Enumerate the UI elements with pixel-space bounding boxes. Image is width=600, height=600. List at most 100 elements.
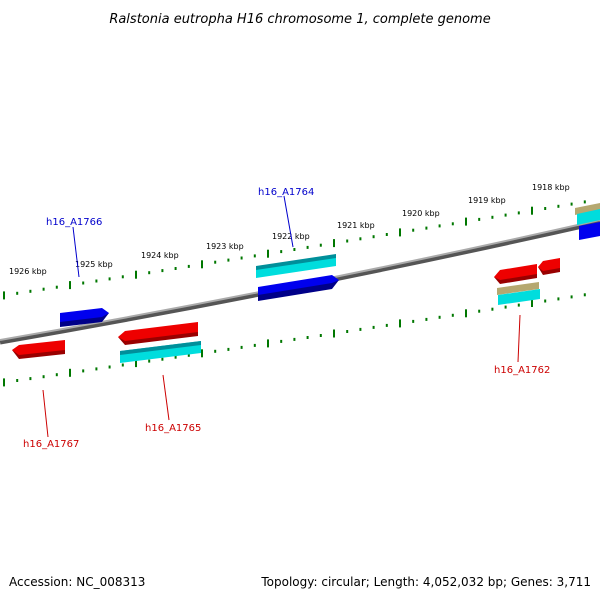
outer-major-tick — [3, 291, 5, 300]
inner-major-tick — [69, 368, 71, 377]
outer-major-tick — [135, 270, 137, 279]
gene-label-h16_A1765[interactable]: h16_A1765 — [145, 423, 201, 434]
gene-label-h16_A1767[interactable]: h16_A1767 — [23, 439, 79, 450]
gene-label-h16_A1764[interactable]: h16_A1764 — [258, 187, 314, 198]
inner-minor-tick — [42, 375, 45, 379]
inner-major-tick — [465, 309, 467, 318]
inner-minor-tick — [570, 295, 573, 299]
tick-label-1920: 1920 kbp — [402, 209, 440, 218]
outer-major-tick — [69, 281, 71, 290]
inner-major-tick — [333, 329, 335, 338]
inner-minor-tick — [148, 359, 151, 363]
outer-minor-tick — [29, 289, 32, 293]
outer-minor-tick — [227, 258, 230, 262]
inner-minor-tick — [425, 317, 428, 321]
inner-minor-tick — [95, 367, 98, 371]
inner-minor-tick — [557, 297, 560, 301]
outer-minor-tick — [319, 243, 322, 247]
inner-minor-tick — [346, 330, 349, 333]
outer-minor-tick — [385, 233, 388, 236]
outer-major-tick — [465, 217, 467, 226]
leader-h16_A1766 — [72, 226, 80, 278]
outer-minor-tick — [187, 264, 190, 268]
inner-minor-tick — [306, 336, 309, 339]
leader-h16_A1767 — [42, 389, 49, 438]
outer-minor-tick — [240, 256, 243, 260]
inner-minor-tick — [504, 305, 507, 309]
outer-minor-tick — [425, 226, 428, 230]
inner-major-tick — [3, 378, 5, 387]
outer-minor-tick — [491, 215, 494, 219]
inner-minor-tick — [385, 323, 388, 327]
inner-minor-tick — [319, 334, 322, 337]
gene-h16_A1764-feature[interactable] — [256, 254, 339, 301]
gene-label-h16_A1762[interactable]: h16_A1762 — [494, 365, 550, 376]
inner-minor-tick — [412, 319, 415, 323]
inner-minor-tick — [293, 337, 296, 341]
topology-text: Topology: circular; Length: 4,052,032 bp… — [260, 575, 591, 589]
outer-minor-tick — [214, 260, 217, 264]
inner-minor-tick — [108, 365, 111, 369]
inner-major-tick — [531, 299, 533, 307]
tick-label-1918: 1918 kbp — [532, 183, 570, 192]
outer-minor-tick — [253, 254, 256, 258]
inner-major-tick — [135, 359, 137, 368]
gene-label-h16_A1766[interactable]: h16_A1766 — [46, 217, 102, 228]
inner-minor-tick — [227, 347, 230, 351]
tick-label-1926: 1926 kbp — [9, 267, 47, 276]
gene-h16_A1767-feature[interactable] — [12, 340, 65, 359]
outer-major-tick — [201, 260, 203, 269]
gene-h16_A1765-feature[interactable] — [118, 322, 201, 363]
inner-minor-tick — [121, 363, 124, 367]
outer-minor-tick — [451, 222, 454, 226]
outer-minor-tick — [359, 237, 362, 241]
inner-minor-tick — [280, 339, 283, 343]
outer-minor-tick — [570, 202, 573, 206]
outer-minor-tick — [583, 200, 586, 204]
inner-minor-tick — [372, 325, 375, 329]
outer-minor-tick — [438, 224, 441, 228]
outer-minor-tick — [148, 271, 151, 275]
gene-small-reverse-feature[interactable] — [538, 258, 560, 275]
outer-minor-tick — [55, 285, 58, 289]
outer-major-tick — [531, 206, 533, 215]
inner-minor-tick — [544, 299, 547, 303]
outer-minor-tick — [280, 250, 283, 254]
outer-minor-tick — [478, 217, 481, 221]
tick-label-1923: 1923 kbp — [206, 242, 244, 251]
outer-minor-tick — [306, 245, 309, 249]
outer-minor-tick — [16, 291, 19, 295]
outer-major-tick — [267, 249, 269, 258]
outer-minor-tick — [557, 204, 560, 208]
gene-top-right-forward-feature[interactable] — [575, 203, 600, 240]
outer-minor-tick — [161, 269, 164, 273]
inner-minor-tick — [29, 377, 32, 381]
inner-minor-tick — [187, 353, 190, 357]
inner-minor-tick — [161, 357, 164, 361]
outer-minor-tick — [412, 228, 415, 232]
outer-minor-tick — [346, 239, 349, 243]
tick-label-1919: 1919 kbp — [468, 196, 506, 205]
gene-h16_A1762-feature[interactable] — [494, 264, 540, 305]
inner-minor-tick — [583, 293, 586, 297]
leader-h16_A1762 — [517, 314, 521, 363]
inner-minor-tick — [55, 373, 58, 377]
inner-minor-tick — [451, 313, 454, 317]
gene-h16_A1766-feature[interactable] — [60, 308, 109, 327]
outer-minor-tick — [95, 279, 98, 283]
accession-text: Accession: NC_008313 — [9, 575, 145, 589]
inner-minor-tick — [240, 345, 243, 349]
outer-minor-tick — [372, 235, 375, 239]
outer-minor-tick — [504, 213, 507, 217]
inner-major-tick — [267, 339, 269, 348]
inner-minor-tick — [253, 343, 256, 347]
inner-minor-tick — [82, 369, 85, 373]
outer-minor-tick — [42, 287, 45, 291]
outer-minor-tick — [517, 211, 520, 215]
inner-major-tick — [201, 349, 203, 358]
outer-major-tick — [333, 239, 335, 248]
leader-h16_A1764 — [283, 195, 294, 248]
inner-tick-track — [3, 293, 586, 387]
outer-minor-tick — [82, 281, 85, 285]
